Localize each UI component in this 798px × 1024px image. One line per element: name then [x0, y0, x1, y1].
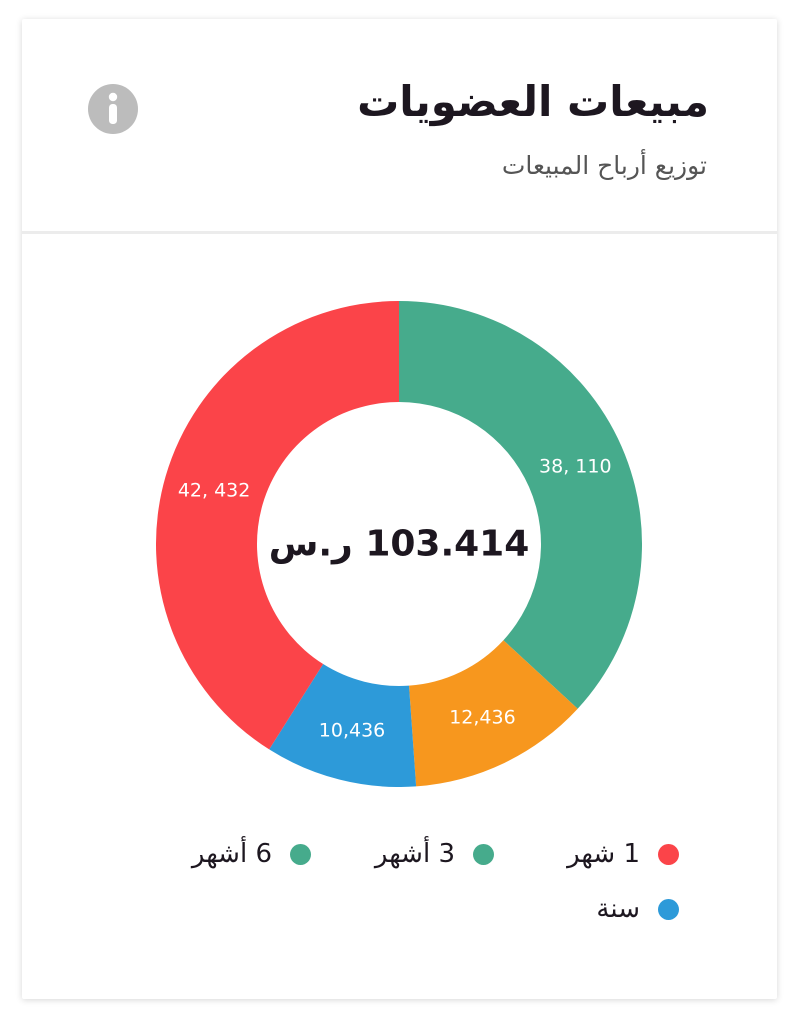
donut-chart: 38, 110 12,436 10,436 42, 432 103.414 ر.س — [156, 301, 642, 787]
legend-dot-3-months — [473, 843, 494, 865]
donut-slice[interactable] — [399, 301, 642, 709]
card-header: مبيعات العضويات توزيع أرباح المبيعات — [22, 19, 777, 234]
slice-value-label: 10,436 — [319, 720, 385, 742]
info-icon[interactable] — [87, 83, 139, 135]
slice-value-label: 42, 432 — [178, 479, 251, 501]
legend-label-year: سنة — [596, 894, 640, 924]
legend-item-6-months[interactable]: 6 أشهر — [192, 839, 311, 869]
legend-item-year[interactable]: سنة — [596, 894, 679, 924]
legend-item-3-months[interactable]: 3 أشهر — [375, 839, 494, 869]
card-subtitle: توزيع أرباح المبيعات — [501, 151, 707, 180]
donut-slice[interactable] — [269, 664, 417, 787]
legend-label-1-month: 1 شهر — [567, 839, 640, 869]
donut-slice[interactable] — [156, 301, 399, 750]
membership-sales-card: مبيعات العضويات توزيع أرباح المبيعات 38,… — [22, 19, 777, 999]
chart-legend: 1 شهر 3 أشهر 6 أشهر سنة — [22, 19, 777, 999]
legend-dot-year — [658, 898, 679, 920]
slice-value-label: 38, 110 — [539, 456, 612, 478]
legend-item-1-month[interactable]: 1 شهر — [567, 839, 679, 869]
donut-slice[interactable] — [409, 640, 578, 787]
legend-dot-1-month — [658, 843, 679, 865]
legend-label-3-months: 3 أشهر — [374, 839, 455, 869]
donut-center-total: 103.414 ر.س — [269, 524, 530, 565]
card-title: مبيعات العضويات — [357, 77, 709, 126]
legend-dot-6-months — [290, 843, 311, 865]
legend-label-6-months: 6 أشهر — [191, 839, 272, 869]
slice-value-label: 12,436 — [449, 706, 515, 728]
